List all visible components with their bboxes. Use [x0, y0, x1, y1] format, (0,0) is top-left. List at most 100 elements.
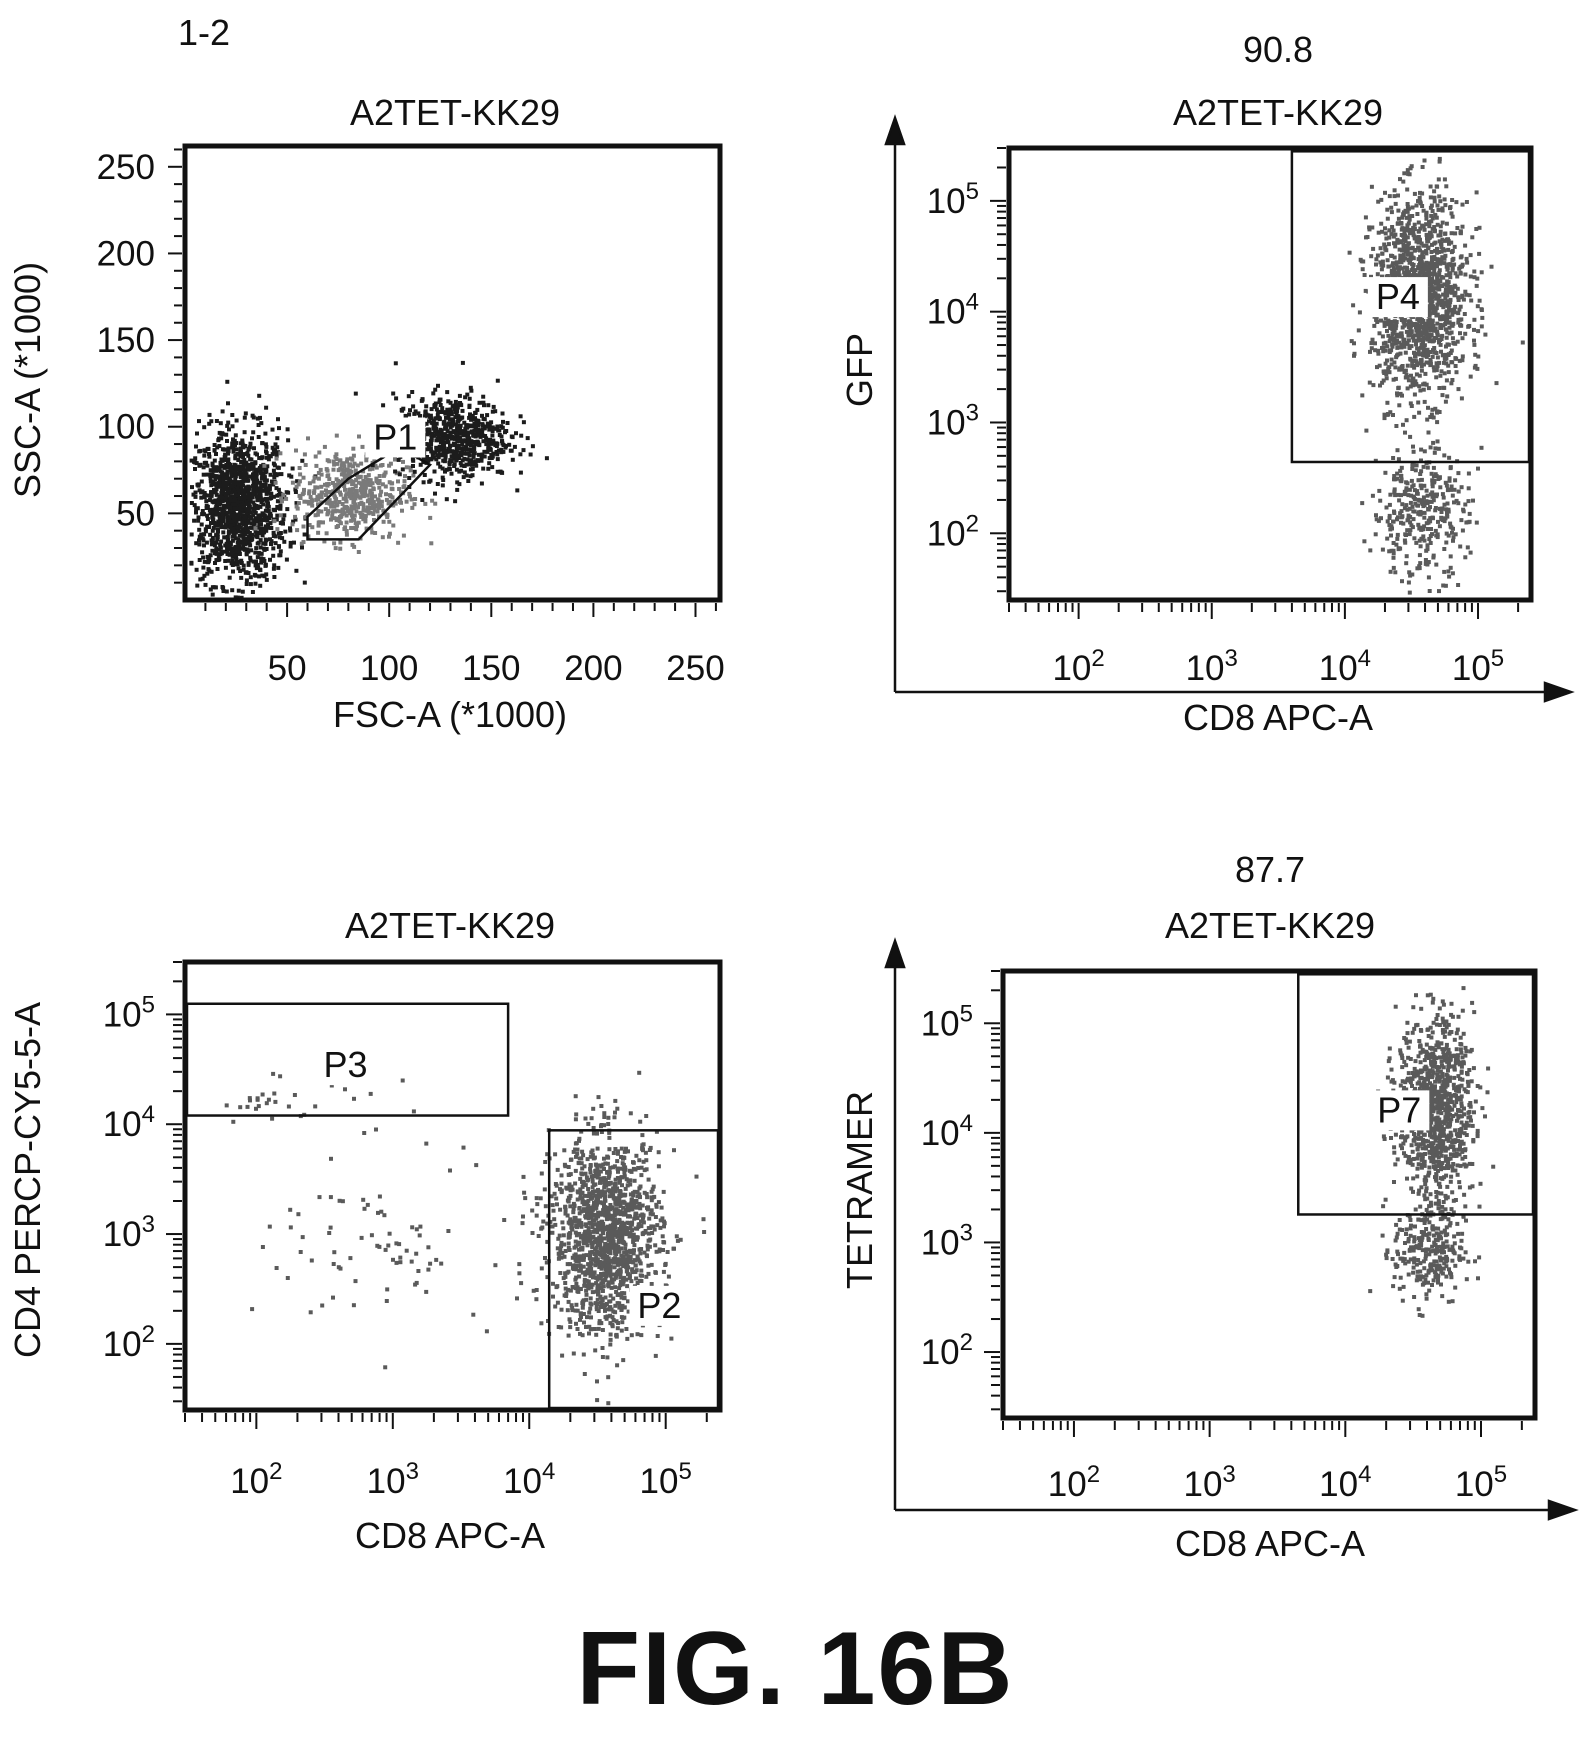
data-point: [1385, 207, 1390, 212]
data-point: [377, 505, 381, 510]
data-point: [559, 1244, 564, 1249]
data-point: [211, 479, 216, 484]
data-point: [614, 1252, 619, 1257]
data-point: [1463, 289, 1468, 294]
data-point: [553, 1304, 558, 1309]
data-point: [353, 489, 358, 494]
data-point: [236, 488, 241, 493]
data-point: [393, 469, 398, 474]
data-point: [1466, 471, 1471, 476]
data-point: [264, 491, 269, 496]
data-point: [579, 1161, 584, 1166]
data-point: [1432, 265, 1437, 270]
data-point: [1418, 201, 1423, 206]
data-point: [227, 575, 232, 580]
data-point: [223, 447, 228, 452]
data-point: [363, 516, 368, 521]
data-point: [225, 423, 230, 428]
data-point: [1471, 498, 1475, 503]
data-point: [236, 588, 241, 593]
data-point: [338, 458, 343, 463]
data-point: [1414, 382, 1419, 387]
data-point: [349, 526, 354, 530]
data-point: [649, 1195, 654, 1200]
data-point: [213, 490, 218, 495]
data-point: [443, 455, 448, 460]
data-point: [202, 543, 206, 548]
data-point: [400, 508, 404, 513]
data-point: [573, 1147, 578, 1152]
data-point: [210, 513, 215, 518]
data-point: [458, 401, 463, 406]
data-point: [233, 433, 238, 438]
data-point: [462, 470, 467, 475]
data-point: [1428, 415, 1433, 419]
data-point: [589, 1221, 593, 1226]
data-point: [1412, 236, 1417, 241]
data-point: [1373, 348, 1378, 353]
data-point: [452, 462, 457, 467]
data-point: [436, 461, 441, 466]
data-point: [201, 465, 206, 470]
data-point: [1438, 279, 1443, 284]
data-point: [206, 493, 211, 498]
data-point: [1446, 280, 1451, 285]
data-point: [358, 511, 363, 516]
data-point: [1435, 222, 1440, 227]
data-point: [380, 535, 385, 540]
data-point: [1443, 353, 1448, 358]
data-point: [1439, 349, 1443, 354]
data-point: [1438, 317, 1443, 322]
data-point: [1409, 493, 1414, 498]
data-point: [263, 431, 268, 436]
data-point: [1410, 214, 1415, 218]
data-point: [222, 509, 226, 514]
data-point: [1423, 371, 1428, 376]
data-point: [423, 410, 428, 415]
data-point: [223, 492, 228, 496]
data-point: [559, 1181, 564, 1186]
data-point: [587, 1310, 592, 1315]
data-point: [236, 559, 241, 564]
data-point: [1448, 554, 1453, 559]
data-point: [352, 461, 357, 466]
data-point: [240, 520, 245, 525]
data-point: [1406, 338, 1411, 343]
data-point: [443, 424, 448, 429]
data-point: [543, 1204, 548, 1209]
data-point: [281, 462, 286, 467]
data-point: [241, 471, 246, 476]
data-point: [1412, 191, 1417, 196]
data-point: [645, 1243, 650, 1248]
data-point: [458, 439, 463, 444]
data-point: [610, 1315, 615, 1320]
data-point: [316, 520, 321, 525]
data-point: [351, 446, 356, 451]
data-point: [371, 487, 376, 492]
data-point: [1430, 271, 1435, 276]
data-point: [1422, 515, 1427, 520]
data-point: [1458, 304, 1463, 309]
data-point: [429, 420, 434, 425]
data-point: [593, 1193, 598, 1198]
data-point: [471, 454, 476, 459]
data-point: [359, 515, 364, 519]
data-point: [603, 1190, 607, 1195]
data-point: [377, 474, 382, 478]
data-point: [230, 538, 235, 543]
data-point: [575, 1147, 580, 1152]
data-point: [252, 446, 256, 451]
data-point: [1433, 336, 1437, 340]
data-point: [534, 1288, 539, 1292]
data-point: [1428, 296, 1433, 301]
data-point: [1374, 257, 1379, 262]
data-point: [231, 449, 236, 454]
data-point: [462, 429, 467, 434]
data-point: [240, 488, 244, 493]
data-point: [230, 551, 235, 556]
data-point: [1382, 320, 1387, 325]
data-point: [1428, 266, 1433, 271]
data-point: [1360, 393, 1365, 398]
data-point: [316, 476, 321, 481]
data-point: [1376, 348, 1381, 353]
